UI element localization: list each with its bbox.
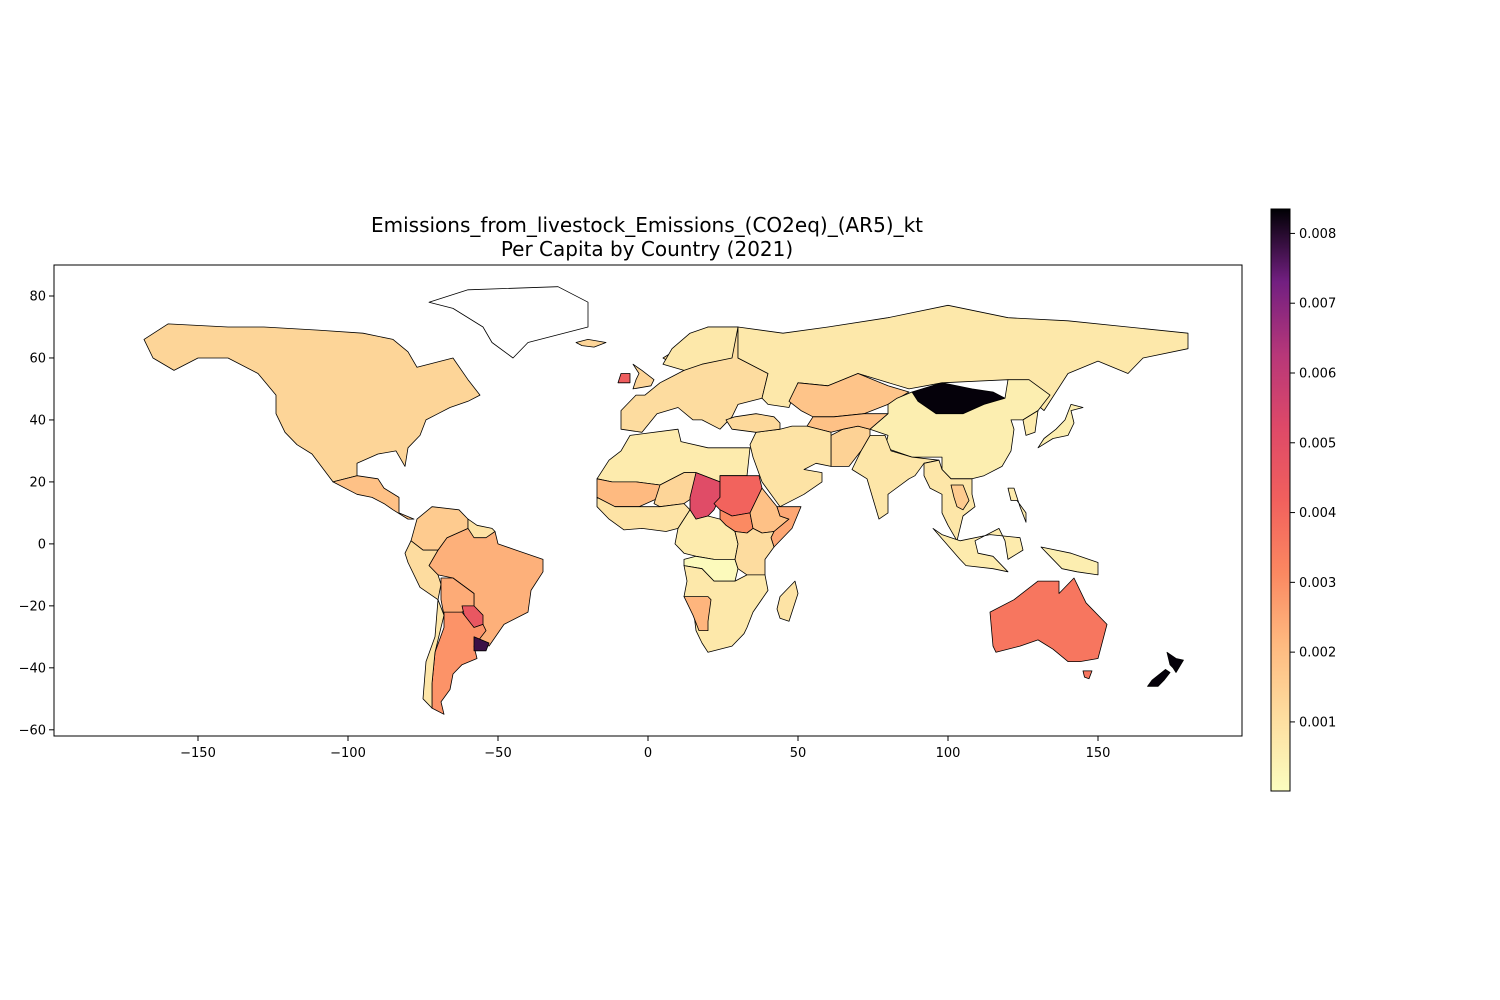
colorbar-gradient bbox=[1270, 208, 1291, 792]
country-iceland bbox=[575, 338, 607, 348]
country-new-zealand-north bbox=[1166, 651, 1184, 673]
y-tick-label: 80 bbox=[29, 289, 46, 304]
country-greenland bbox=[428, 286, 589, 359]
y-tick-label: −40 bbox=[19, 661, 46, 676]
country-japan bbox=[1037, 403, 1084, 449]
x-tick-label: 150 bbox=[1086, 746, 1111, 761]
colorbar-tick-label: 0.003 bbox=[1299, 576, 1336, 591]
y-axis: 80 60 40 20 0 −20 −40 −60 bbox=[19, 289, 54, 738]
country-australia bbox=[989, 577, 1108, 662]
x-tick-label: −100 bbox=[330, 746, 366, 761]
country-southeast-asia bbox=[923, 459, 976, 542]
x-tick-label: 50 bbox=[790, 746, 807, 761]
colorbar-tick-label: 0.001 bbox=[1299, 715, 1336, 730]
y-tick-label: −60 bbox=[19, 723, 46, 738]
country-central-america bbox=[332, 475, 415, 520]
x-tick-label: −150 bbox=[180, 746, 216, 761]
country-madagascar bbox=[776, 580, 799, 622]
country-north-america bbox=[143, 323, 481, 483]
colorbar-tick-label: 0.006 bbox=[1299, 366, 1336, 381]
country-ireland bbox=[617, 373, 631, 384]
map-title: Emissions_from_livestock_Emissions_(CO2e… bbox=[371, 213, 923, 237]
colorbar-tick-label: 0.008 bbox=[1299, 227, 1336, 242]
country-uruguay bbox=[473, 636, 490, 652]
country-new-guinea bbox=[1040, 546, 1099, 576]
y-tick-label: 20 bbox=[29, 475, 46, 490]
colorbar: 0.001 0.002 0.003 0.004 0.005 0.006 0.007 0.008 bbox=[1270, 208, 1336, 792]
country-east-africa bbox=[734, 528, 775, 576]
y-tick-label: 60 bbox=[29, 351, 46, 366]
country-united-kingdom bbox=[632, 363, 655, 390]
map-subtitle: Per Capita by Country (2021) bbox=[501, 237, 793, 261]
country-tasmania bbox=[1082, 670, 1093, 680]
y-tick-label: −20 bbox=[19, 599, 46, 614]
country-indonesia bbox=[932, 528, 1024, 573]
x-tick-label: 100 bbox=[936, 746, 961, 761]
colorbar-tick-label: 0.005 bbox=[1299, 436, 1336, 451]
country-niger bbox=[653, 472, 697, 508]
country-philippines bbox=[1007, 487, 1027, 523]
country-korea bbox=[1022, 410, 1039, 436]
colorbar-tick-label: 0.002 bbox=[1299, 646, 1336, 661]
country-russia bbox=[737, 304, 1189, 412]
y-tick-label: 0 bbox=[38, 537, 46, 552]
colorbar-ticks: 0.001 0.002 0.003 0.004 0.005 0.006 0.007 0.008 bbox=[1290, 227, 1336, 730]
country-middle-east bbox=[749, 425, 832, 508]
country-new-zealand-south bbox=[1147, 669, 1171, 687]
x-tick-label: −50 bbox=[484, 746, 511, 761]
country-namibia bbox=[683, 596, 712, 631]
country-cambodia-laos bbox=[950, 484, 970, 511]
country-turkey bbox=[725, 413, 781, 433]
x-axis: −150 −100 −50 0 50 100 150 bbox=[180, 736, 1110, 761]
map-axes: −150 −100 −50 0 50 100 150 80 60 40 20 0 −20 −40 −60 bbox=[19, 264, 1243, 761]
y-tick-label: 40 bbox=[29, 413, 46, 428]
countries-layer bbox=[143, 286, 1189, 715]
colorbar-tick-label: 0.007 bbox=[1299, 297, 1336, 312]
colorbar-tick-label: 0.004 bbox=[1299, 506, 1336, 521]
x-tick-label: 0 bbox=[644, 746, 652, 761]
country-chile bbox=[422, 599, 445, 709]
country-guianas bbox=[467, 518, 496, 539]
country-kazakhstan bbox=[788, 373, 910, 418]
